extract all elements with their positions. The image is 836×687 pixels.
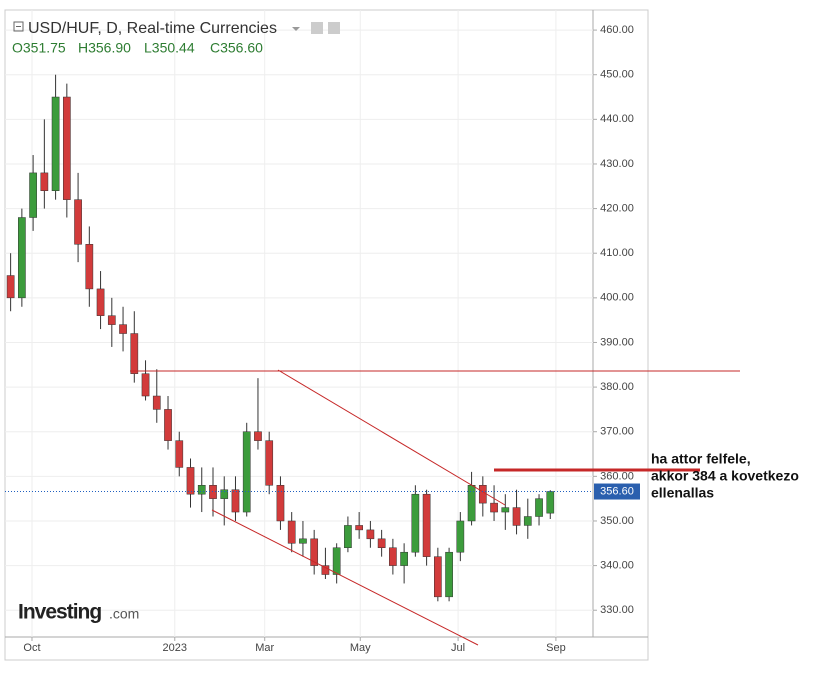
candle-body [501,507,510,513]
candle-body [400,551,408,566]
candle-body [175,440,184,468]
candle-body [276,485,285,522]
candle-body [478,485,487,504]
x-tick-label: 2023 [163,642,187,654]
candle-body [389,547,397,566]
candle-body [321,565,330,575]
candle-body [197,485,206,495]
ohlc-value: O351.75 [12,40,66,56]
candle-body [119,324,127,334]
candle-body [411,493,420,553]
candle-body [18,217,26,299]
y-tick-label: 410.00 [600,247,634,259]
ohlc-legend: O351.75 H356.90 L350.44 C356.60 [12,40,263,56]
candle-body [434,556,442,598]
candle-body [265,440,274,486]
y-tick-label: 430.00 [600,158,634,170]
eye-icon[interactable] [311,22,323,34]
candle-body [287,520,296,544]
candle-body [107,315,116,325]
dropdown-icon[interactable] [292,27,300,31]
candle-body [546,491,555,514]
candle-body [74,199,82,245]
candle-body [377,538,386,548]
last-price-label: 356.60 [600,485,634,497]
y-tick-label: 330.00 [600,604,634,616]
candles [6,74,555,602]
y-tick-label: 370.00 [600,426,634,438]
candle-body [355,525,363,531]
ohlc-value: L350.44 [144,40,195,56]
collapse-icon[interactable] [13,21,24,32]
x-tick-label: May [350,642,371,654]
candle-body [29,172,37,218]
candle-body [344,525,352,548]
candle-body [85,244,94,290]
y-tick-label: 400.00 [600,292,634,304]
candle-body [6,275,15,299]
y-tick-label: 390.00 [600,336,634,348]
candle-body [164,409,172,441]
candle-body [310,538,319,566]
annotation-line: ellenallas [651,485,714,501]
candle-body [422,493,431,557]
candle-body [467,485,476,522]
candle-body [51,96,60,191]
candle-body [96,288,105,316]
x-tick-label: Mar [255,642,274,654]
y-tick-label: 360.00 [600,470,634,482]
x-tick-label: Jul [451,642,465,654]
candle-body [299,538,307,544]
chart-title: USD/HUF, D, Real-time Currencies [28,20,277,37]
ohlc-value: C356.60 [210,40,263,56]
candle-body [490,502,498,513]
channel-bottom [211,509,479,646]
y-tick-label: 460.00 [600,24,634,36]
candle-body [242,431,251,513]
annotation-line: ha attor felfele, [651,451,751,467]
annotation-line: akkor 384 a kovetkezo [651,468,799,484]
channel-top [277,369,506,506]
candle-body [366,529,375,540]
x-tick-label: Sep [546,642,566,654]
y-tick-label: 340.00 [600,560,634,572]
y-tick-label: 440.00 [600,113,634,125]
y-tick-label: 420.00 [600,202,634,214]
annotation: ha attor felfele,akkor 384 a kovetkezoel… [651,451,799,501]
candle-body [40,172,49,191]
candle-body [456,520,465,553]
candle-body [254,431,262,441]
candle-body [231,489,240,513]
ohlc-value: H356.90 [78,40,131,56]
y-tick-label: 380.00 [600,381,634,393]
candle-body [220,489,229,499]
logo-suffix: .com [109,606,139,622]
candle-body [62,96,71,200]
y-tick-label: 450.00 [600,69,634,81]
settings-icon[interactable] [328,22,340,34]
candle-body [445,551,453,598]
candle-body [523,516,532,526]
grid [5,10,593,637]
candle-body [512,507,521,526]
x-tick-label: Oct [23,642,40,654]
y-tick-label: 350.00 [600,515,634,527]
candle-body [186,467,195,495]
candle-body [332,547,341,575]
candle-body [535,498,543,517]
chart-frame [4,9,649,661]
last-price-box [594,483,640,500]
candle-body [141,373,150,397]
candle-body [130,333,139,374]
candle-body [152,395,161,410]
logo: Investing [18,601,101,624]
